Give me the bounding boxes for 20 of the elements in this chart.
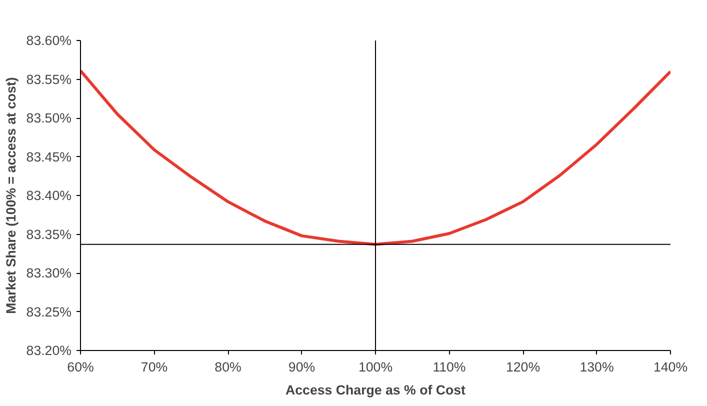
y-tick-label: 83.30% bbox=[26, 266, 72, 280]
y-tick-label: 83.55% bbox=[26, 72, 72, 87]
x-tick-label: 70% bbox=[140, 360, 168, 374]
y-tick-label: 83.50% bbox=[26, 110, 72, 126]
x-tick-label: 120% bbox=[506, 360, 540, 374]
x-axis-title: Access Charge as % of Cost bbox=[286, 382, 466, 398]
y-tick-label: 83.20% bbox=[26, 343, 72, 358]
y-axis-title: Market Share (100% = access at cost) bbox=[3, 77, 18, 314]
x-tick-label: 80% bbox=[214, 360, 242, 374]
x-tick-label: 90% bbox=[288, 360, 316, 374]
y-tick-label: 83.35% bbox=[26, 226, 72, 242]
y-tick-label: 83.60% bbox=[26, 33, 72, 48]
y-tick-label: 83.40% bbox=[26, 188, 72, 203]
y-tick-label: 83.25% bbox=[26, 304, 72, 320]
x-tick-label: 130% bbox=[580, 360, 614, 374]
y-tick-label: 83.45% bbox=[26, 149, 72, 164]
x-tick-label: 60% bbox=[67, 360, 94, 374]
x-tick-label: 110% bbox=[432, 360, 466, 374]
x-tick-label: 140% bbox=[653, 360, 688, 374]
x-tick-label: 100% bbox=[358, 360, 393, 374]
